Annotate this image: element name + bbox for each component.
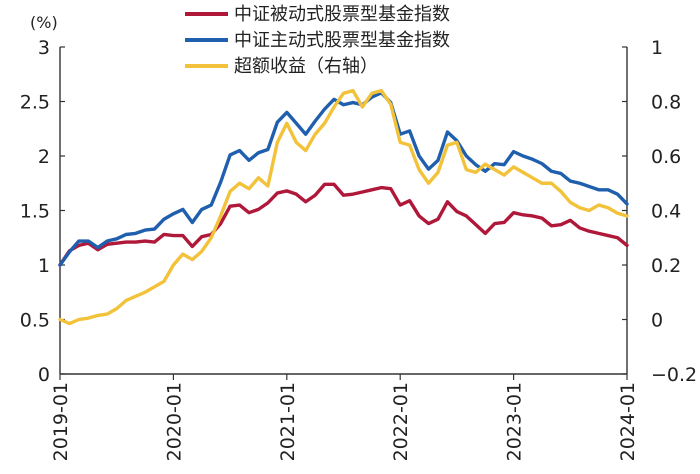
left-tick-label: 2.5 [20,92,50,114]
legend-label-passive: 中证被动式股票型基金指数 [234,4,450,25]
series-layer [58,88,629,326]
left-axis-ticks: 0 0.5 1 1.5 2 2.5 3 [20,37,65,386]
left-tick-label: 3 [38,37,50,59]
x-tick-label: 2024-01 [617,382,639,461]
legend-label-active: 中证主动式股票型基金指数 [234,30,450,51]
legend: 中证被动式股票型基金指数 中证主动式股票型基金指数 超额收益（右轴） [185,4,450,77]
x-tick-label: 2023-01 [504,382,526,461]
x-axis-ticks: 2019-01 2020-01 2021-01 2022-01 2023-01 2024-… [50,374,639,461]
series-line-0 [58,182,629,267]
left-tick-label: 0.5 [20,310,50,332]
series-line-2 [58,88,629,326]
right-tick-label: 0.4 [651,201,681,223]
unit-label: (%) [30,13,58,32]
x-tick-label: 2021-01 [277,382,299,461]
right-tick-label: 0 [651,310,663,332]
series-line-1 [58,91,629,267]
x-tick-label: 2019-01 [50,382,72,461]
left-tick-label: 1 [38,255,50,277]
right-tick-label: 0.2 [651,255,681,277]
right-tick-label: −0.2 [651,364,697,386]
left-tick-label: 2 [38,146,50,168]
left-tick-label: 0 [38,364,50,386]
x-tick-label: 2022-01 [390,382,412,461]
left-tick-label: 1.5 [20,201,50,223]
legend-label-excess: 超额收益（右轴） [234,56,378,77]
right-tick-label: 0.8 [651,92,681,114]
x-tick-label: 2020-01 [163,382,185,461]
right-tick-label: 1 [651,37,663,59]
right-tick-label: 0.6 [651,146,681,168]
right-axis-ticks: −0.2 0 0.2 0.4 0.6 0.8 1 [622,37,697,386]
